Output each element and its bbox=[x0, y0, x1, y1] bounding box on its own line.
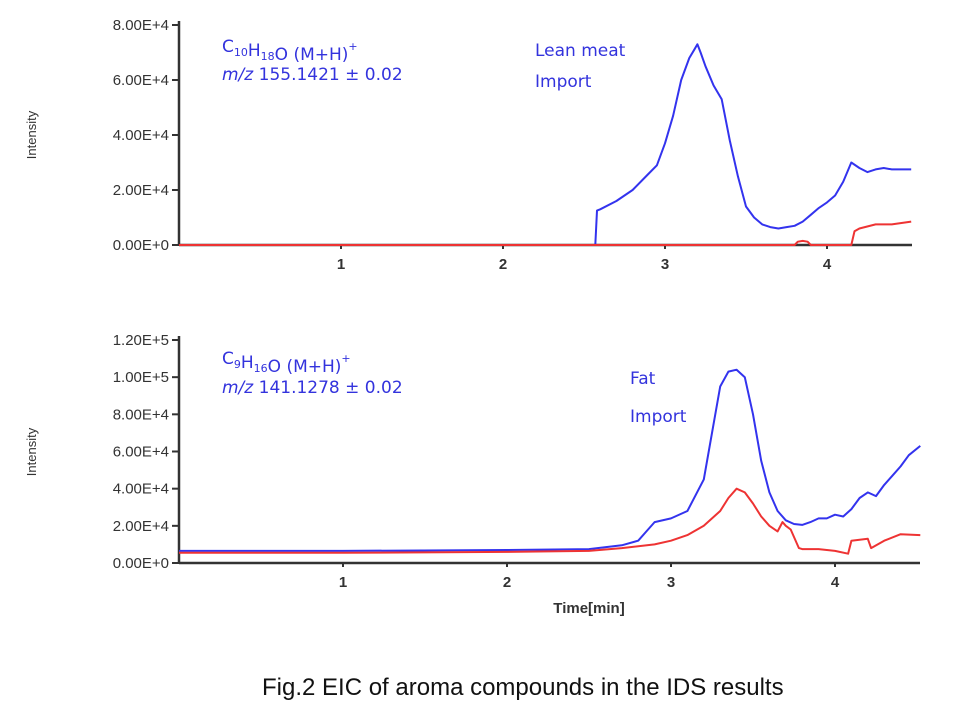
formula-sub: 18 bbox=[261, 50, 275, 63]
x-tick-label: 2 bbox=[503, 574, 511, 591]
formula-text: C bbox=[222, 37, 234, 57]
series-line-blue bbox=[179, 43, 912, 246]
formula-sub: 16 bbox=[254, 362, 268, 375]
y-tick-label: 6.00E+4 bbox=[113, 72, 169, 89]
sample-label-line2: Import bbox=[630, 407, 687, 427]
formula-text: C bbox=[222, 349, 234, 369]
x-tick-label: 3 bbox=[661, 256, 669, 273]
formula-text: O (M+H) bbox=[275, 45, 349, 65]
formula-text: H bbox=[241, 353, 254, 373]
y-axis-label: Intensity bbox=[24, 110, 39, 159]
chart-panel-lean-meat: 0.00E+0 2.00E+4 4.00E+4 6.00E+4 8.00E+4 1 2 3 4 I… bbox=[24, 17, 912, 273]
series-line-red bbox=[179, 487, 921, 555]
y-tick-label: 1.00E+5 bbox=[113, 369, 169, 386]
sample-label-line1: Lean meat bbox=[535, 41, 626, 61]
y-tick-label: 8.00E+4 bbox=[113, 406, 169, 423]
y-tick-label: 6.00E+4 bbox=[113, 444, 169, 461]
mz-label: m/z 141.1278 ± 0.02 bbox=[222, 378, 403, 398]
x-tick-label: 3 bbox=[667, 574, 675, 591]
mz-label: m/z 155.1421 ± 0.02 bbox=[222, 65, 403, 85]
y-tick-label: 1.20E+5 bbox=[113, 332, 169, 349]
mz-prefix: m/z bbox=[222, 378, 259, 398]
x-tick-label: 2 bbox=[499, 256, 507, 273]
series-line-red bbox=[179, 220, 912, 246]
formula-text: H bbox=[248, 41, 261, 61]
y-tick-label: 2.00E+4 bbox=[113, 518, 169, 535]
mz-value: 155.1421 ± 0.02 bbox=[259, 65, 403, 85]
x-tick-label: 1 bbox=[339, 574, 347, 591]
formula-label: C10H18O (M+H)+ bbox=[222, 37, 358, 65]
formula-sub: 10 bbox=[234, 46, 248, 59]
sample-label-line2: Import bbox=[535, 72, 592, 92]
figure-caption: Fig.2 EIC of aroma compounds in the IDS … bbox=[262, 674, 784, 701]
x-tick-label: 4 bbox=[831, 574, 840, 591]
formula-text: O (M+H) bbox=[268, 357, 342, 377]
y-tick-label: 4.00E+4 bbox=[113, 481, 169, 498]
formula-sup: + bbox=[341, 352, 350, 365]
y-tick-label: 0.00E+0 bbox=[113, 237, 169, 254]
y-axis-label: Intensity bbox=[24, 427, 39, 476]
x-tick-label: 1 bbox=[337, 256, 345, 273]
y-tick-label: 8.00E+4 bbox=[113, 17, 169, 34]
mz-value: 141.1278 ± 0.02 bbox=[259, 378, 403, 398]
formula-sup: + bbox=[348, 40, 357, 53]
y-tick-label: 4.00E+4 bbox=[113, 127, 169, 144]
formula-label: C9H16O (M+H)+ bbox=[222, 349, 351, 377]
chart-panel-fat: 0.00E+0 2.00E+4 4.00E+4 6.00E+4 8.00E+4 1.00E… bbox=[24, 332, 921, 617]
sample-label-line1: Fat bbox=[630, 369, 656, 389]
mz-prefix: m/z bbox=[222, 65, 259, 85]
y-tick-label: 0.00E+0 bbox=[113, 555, 169, 572]
formula-sub: 9 bbox=[234, 358, 241, 371]
y-tick-label: 2.00E+4 bbox=[113, 182, 169, 199]
x-axis-label: Time[min] bbox=[553, 600, 624, 617]
x-tick-label: 4 bbox=[823, 256, 832, 273]
series-line-blue bbox=[179, 368, 921, 552]
